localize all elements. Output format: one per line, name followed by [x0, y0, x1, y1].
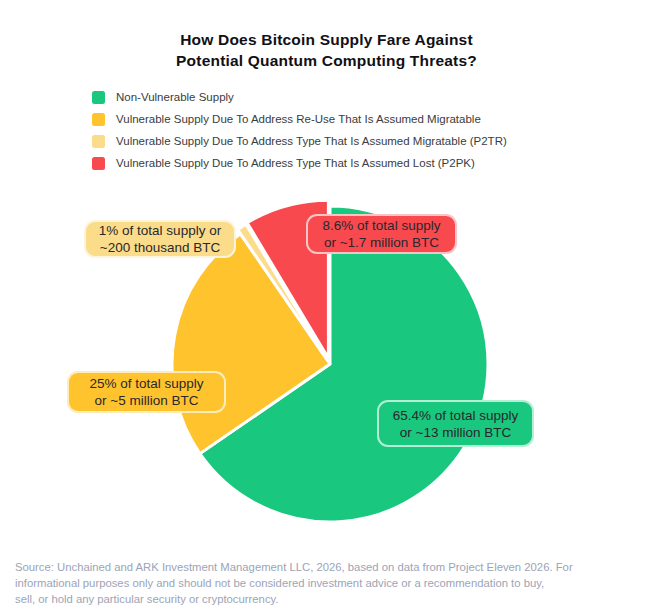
source-line: informational purposes only and should n…: [15, 575, 573, 591]
callout-reuse-migratable: 25% of total supply or ~5 million BTC: [67, 371, 226, 413]
source-line: Source: Unchained and ARK Investment Man…: [15, 559, 573, 575]
callout-line: 65.4% of total supply: [393, 407, 518, 424]
pie-chart: [0, 0, 653, 613]
source-disclaimer: Source: Unchained and ARK Investment Man…: [15, 559, 573, 607]
callout-line: 8.6% of total supply: [323, 217, 441, 234]
source-line: sell, or hold any particular security or…: [15, 591, 573, 607]
callout-non-vulnerable: 65.4% of total supply or ~13 million BTC: [377, 400, 534, 447]
callout-line: or ~13 million BTC: [400, 424, 511, 441]
callout-line: or ~1.7 million BTC: [324, 234, 439, 251]
callout-line: 1% of total supply or: [99, 222, 221, 239]
callout-p2pk-lost: 8.6% of total supply or ~1.7 million BTC: [306, 214, 457, 254]
callout-line: ~200 thousand BTC: [100, 239, 220, 256]
callout-p2tr-migratable: 1% of total supply or ~200 thousand BTC: [84, 220, 236, 258]
callout-line: or ~5 million BTC: [95, 392, 199, 409]
callout-line: 25% of total supply: [89, 375, 203, 392]
chart-figure: How Does Bitcoin Supply Fare Against Pot…: [0, 0, 653, 613]
